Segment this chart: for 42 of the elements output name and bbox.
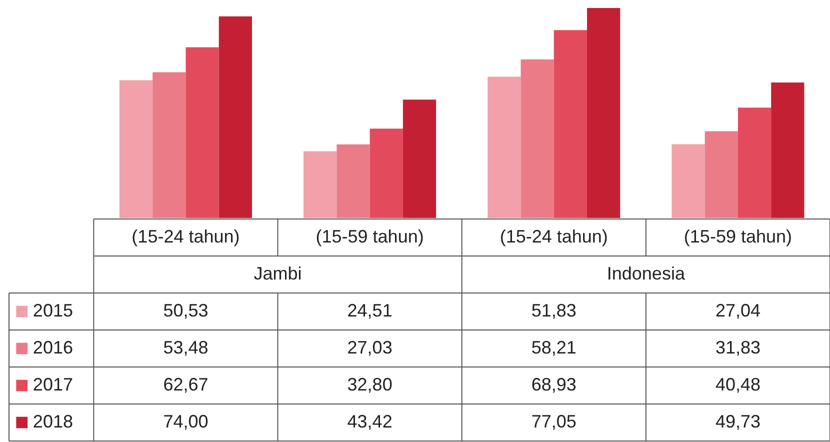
legend-label: 2016	[32, 338, 73, 358]
bar	[488, 76, 521, 218]
data-label: 49,73	[715, 412, 760, 432]
data-label: 31,83	[715, 338, 760, 358]
data-label: 40,48	[715, 374, 760, 394]
text: Jambi	[254, 264, 302, 284]
bar	[771, 82, 804, 218]
data-label: 24,51	[347, 300, 392, 320]
legend-label: 2015	[32, 300, 73, 320]
data-label: 50,53	[163, 300, 208, 320]
data-label: 32,80	[347, 374, 392, 394]
bar	[218, 16, 252, 218]
data-label: 58,21	[531, 338, 576, 358]
x-tick-label: (15-59 tahun)	[684, 226, 792, 246]
x-tick-label: (15-24 tahun)	[500, 226, 608, 246]
data-label: 68,93	[531, 374, 576, 394]
x-tick-label: (15-24 tahun)	[132, 226, 240, 246]
bar	[587, 8, 620, 218]
data-label: 74,00	[163, 412, 208, 432]
data-label: 27,04	[715, 300, 760, 320]
data-label: 62,67	[163, 374, 208, 394]
bar	[370, 128, 403, 218]
bar	[738, 108, 772, 218]
bar	[336, 144, 370, 218]
legend-label: 2017	[32, 374, 73, 394]
data-label: 43,42	[347, 412, 392, 432]
data-label: 51,83	[531, 300, 576, 320]
bar	[672, 144, 705, 218]
bar	[186, 47, 219, 218]
bar	[704, 131, 738, 218]
text: Indonesia	[606, 264, 686, 284]
bar	[402, 100, 436, 218]
legend-label: 2018	[32, 412, 73, 432]
data-label: 77,05	[531, 412, 576, 432]
bar	[304, 151, 337, 218]
data-label: 27,03	[347, 338, 392, 358]
x-tick-label: (15-59 tahun)	[316, 226, 424, 246]
bar	[152, 72, 186, 218]
bar	[520, 59, 554, 218]
data-label: 53,48	[163, 338, 208, 358]
bar	[554, 30, 588, 218]
bar	[119, 80, 153, 218]
